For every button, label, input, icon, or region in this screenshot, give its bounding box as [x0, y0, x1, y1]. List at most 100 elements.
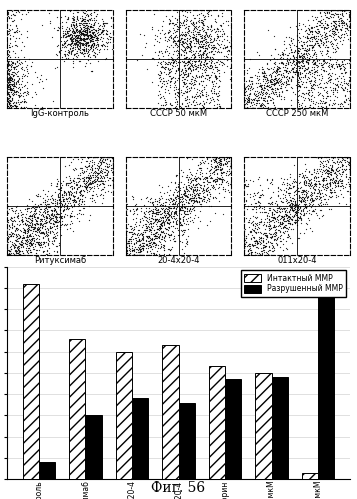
Point	[78, 190, 84, 198]
Point	[219, 61, 225, 69]
Point	[146, 208, 152, 216]
Point	[5, 58, 11, 66]
Point	[198, 57, 203, 65]
Point	[212, 155, 218, 163]
Point	[200, 31, 205, 39]
Point	[306, 167, 312, 175]
Point	[88, 20, 94, 28]
Point	[245, 247, 251, 254]
Point	[89, 41, 95, 49]
Point	[15, 234, 20, 242]
Point	[310, 81, 316, 89]
Point	[195, 179, 201, 187]
Bar	[116, 352, 132, 479]
Point	[221, 193, 227, 201]
Point	[6, 251, 12, 259]
Point	[65, 45, 71, 53]
Point	[197, 50, 203, 58]
Point	[9, 80, 15, 88]
Point	[197, 30, 203, 38]
Point	[345, 87, 350, 95]
Point	[54, 202, 59, 210]
Point	[322, 8, 328, 16]
Point	[242, 85, 248, 93]
Point	[216, 162, 221, 170]
Point	[166, 250, 172, 258]
Point	[91, 153, 97, 161]
Point	[104, 27, 110, 35]
Point	[280, 223, 286, 231]
Point	[261, 221, 267, 229]
Point	[166, 88, 172, 96]
Point	[161, 250, 167, 258]
Point	[324, 181, 330, 189]
Point	[183, 49, 188, 57]
Point	[220, 32, 225, 40]
Point	[148, 230, 154, 238]
Point	[193, 39, 199, 47]
Point	[87, 31, 92, 39]
Point	[64, 50, 70, 58]
Point	[228, 161, 234, 169]
Point	[208, 162, 214, 170]
Point	[202, 65, 207, 73]
Point	[59, 184, 64, 192]
Point	[87, 171, 93, 179]
Point	[55, 182, 60, 190]
Point	[7, 82, 13, 90]
Point	[322, 79, 327, 87]
Point	[21, 225, 26, 233]
Point	[88, 42, 94, 50]
Point	[92, 198, 98, 206]
Point	[177, 38, 183, 46]
Point	[347, 155, 353, 163]
Point	[69, 188, 74, 196]
Point	[44, 208, 50, 216]
Point	[5, 6, 10, 14]
Point	[159, 206, 165, 214]
Point	[218, 171, 223, 179]
Point	[293, 216, 299, 224]
Point	[228, 169, 234, 177]
Point	[16, 245, 21, 252]
Point	[256, 104, 262, 112]
Point	[55, 203, 61, 211]
Point	[53, 218, 59, 226]
Point	[133, 205, 139, 213]
Point	[273, 233, 278, 241]
Point	[48, 211, 54, 219]
Point	[46, 217, 52, 225]
Point	[29, 211, 35, 219]
Point	[163, 212, 169, 220]
Point	[45, 231, 50, 239]
Point	[182, 201, 187, 209]
Point	[123, 240, 129, 248]
Point	[97, 164, 102, 172]
Point	[165, 6, 171, 14]
Point	[77, 169, 82, 177]
Point	[71, 203, 76, 211]
Point	[301, 62, 307, 70]
Point	[312, 32, 317, 40]
Point	[152, 215, 158, 223]
Point	[57, 218, 63, 226]
Point	[148, 194, 154, 202]
Point	[205, 184, 210, 192]
Point	[185, 225, 191, 233]
Point	[10, 251, 16, 259]
Point	[306, 24, 312, 32]
Point	[205, 71, 211, 79]
Point	[110, 153, 116, 161]
Point	[285, 69, 291, 77]
Point	[173, 171, 179, 179]
Point	[144, 223, 149, 231]
Point	[248, 247, 253, 254]
Point	[180, 78, 186, 86]
Point	[197, 59, 203, 67]
Point	[38, 216, 44, 224]
Point	[47, 203, 53, 211]
Point	[31, 209, 37, 217]
Point	[212, 164, 218, 172]
Point	[297, 64, 303, 72]
Point	[85, 17, 90, 25]
